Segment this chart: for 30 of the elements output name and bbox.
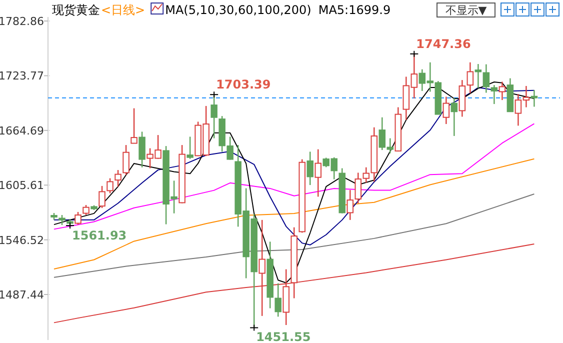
line-series xyxy=(54,158,535,270)
line-series xyxy=(54,123,535,230)
chart-subtitle: <日线> xyxy=(101,3,146,17)
candlestick xyxy=(458,79,466,118)
y-tick-label: 1782.86 xyxy=(0,15,44,28)
candlestick xyxy=(314,148,322,198)
line-series xyxy=(54,87,535,246)
candlestick xyxy=(450,98,458,137)
annotation: 1561.93 xyxy=(72,228,127,243)
y-tick-label: 1546.52 xyxy=(0,234,44,247)
y-tick-label: 1605.61 xyxy=(0,179,44,192)
candlestick xyxy=(266,241,274,309)
candlestick xyxy=(498,81,506,101)
annotation: 1703.39 xyxy=(216,78,271,92)
y-tick-label: 1664.69 xyxy=(0,124,44,138)
annotation: 不显示▼ xyxy=(445,4,488,17)
y-tick-label: 1723.77 xyxy=(0,70,44,83)
annotation: 1747.36 xyxy=(416,36,471,51)
candlestick xyxy=(466,62,474,94)
chart-title: 现货黄金 xyxy=(52,3,100,17)
candlestick xyxy=(442,96,450,125)
candlestick xyxy=(530,89,538,108)
annotation: 1451.55 xyxy=(256,330,311,343)
text: MA5:1699.9 xyxy=(318,3,391,17)
y-tick-label: 1487.44 xyxy=(0,288,44,302)
line-series xyxy=(54,194,535,278)
legend-title: MA(5,10,30,60,100,200) xyxy=(165,3,312,17)
candlestick xyxy=(474,63,482,89)
candlestick xyxy=(490,84,498,105)
candlestick xyxy=(482,64,490,94)
